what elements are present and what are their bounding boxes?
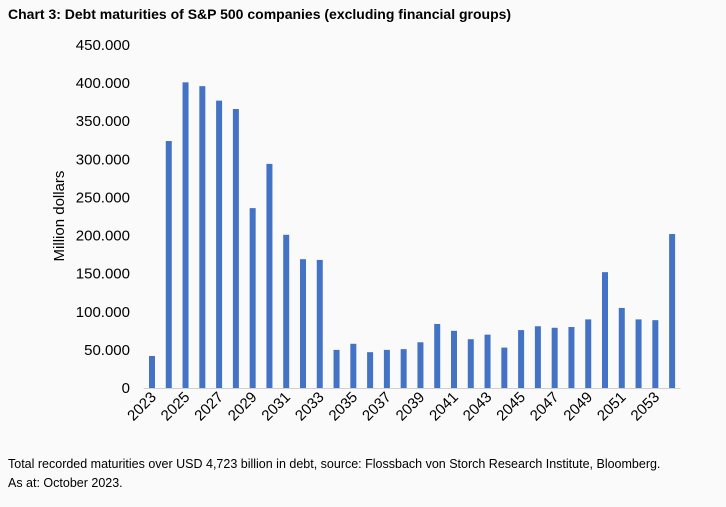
bar-2028 [232,109,239,388]
y-tick-label: 350.000 [76,113,130,130]
bar-2052 [635,319,642,388]
bar-2033 [316,259,323,388]
bar-2031 [283,234,290,388]
y-tick-label: 250.000 [76,189,130,206]
bar-2038 [400,349,407,388]
x-tick-label: 2043 [460,389,496,425]
bar-2042 [467,339,474,388]
bar-2036 [367,352,374,388]
bar-2053 [652,320,659,388]
bar-2026 [199,86,206,388]
x-tick-label: 2039 [393,389,429,425]
y-tick-label: 400.000 [76,75,130,92]
bar-2046 [534,326,541,388]
y-axis-label: Million dollars [51,171,68,262]
y-tick-label: 50.000 [84,342,130,359]
bar-2023 [148,355,155,388]
bar-2037 [383,349,390,388]
y-tick-label: 100.000 [76,304,130,321]
x-tick-label: 2049 [560,389,596,425]
x-tick-label: 2045 [493,389,529,425]
bar-2040 [434,323,441,388]
x-tick-label: 2053 [628,389,664,425]
x-tick-label: 2041 [426,389,462,425]
footnote-date: As at: October 2023. [8,476,123,490]
x-tick-label: 2037 [359,389,395,425]
bar-2025 [182,82,189,389]
bar-2051 [618,307,625,388]
bar-2039 [417,342,424,388]
footnote-source: Total recorded maturities over USD 4,723… [8,457,661,471]
bar-2024 [165,141,172,388]
x-tick-label: 2027 [191,389,227,425]
y-tick-label: 300.000 [76,151,130,168]
bar-2030 [266,163,273,388]
x-tick-label: 2051 [594,389,630,425]
x-tick-label: 2025 [158,389,194,425]
chart-title: Chart 3: Debt maturities of S&P 500 comp… [8,6,512,22]
bar-2048 [568,327,575,388]
bar-2043 [484,334,491,388]
x-tick-label: 2035 [326,389,362,425]
y-tick-label: 0 [122,380,130,397]
bar-2035 [350,343,357,388]
bar-2029 [249,208,256,388]
bar-2044 [501,347,508,388]
x-tick-label: 2047 [527,389,563,425]
bar-2047 [551,327,558,388]
bar-2041 [450,330,457,388]
x-tick-label: 2031 [258,389,294,425]
bar-2027 [216,100,223,389]
y-tick-label: 200.000 [76,228,130,245]
bar-2032 [299,259,306,388]
x-tick-label: 2029 [225,389,261,425]
y-tick-label: 450.000 [76,37,130,54]
y-tick-label: 150.000 [76,266,130,283]
x-tick-label: 2033 [292,389,328,425]
bar-2050 [601,272,608,388]
bar-2054 [669,234,676,388]
bar-2034 [333,349,340,388]
bar-2045 [518,330,525,388]
bar-2049 [585,319,592,388]
